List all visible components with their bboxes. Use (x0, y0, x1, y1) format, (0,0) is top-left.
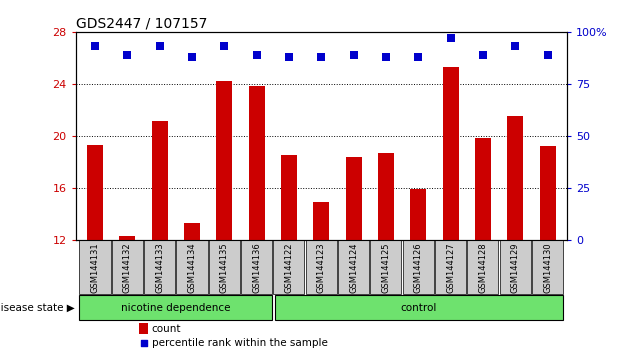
FancyBboxPatch shape (275, 295, 563, 320)
Point (139, 340, 149, 346)
Point (187, 54, 197, 59)
Text: percentile rank within the sample: percentile rank within the sample (152, 338, 328, 348)
Text: GSM144136: GSM144136 (252, 242, 261, 293)
Point (381, 54, 391, 59)
Point (251, 52, 261, 58)
Text: GSM144128: GSM144128 (478, 242, 488, 293)
FancyBboxPatch shape (338, 240, 369, 295)
FancyBboxPatch shape (241, 240, 272, 295)
Bar (539, 146, 556, 240)
Text: GSM144133: GSM144133 (155, 242, 164, 293)
FancyBboxPatch shape (403, 240, 434, 295)
FancyBboxPatch shape (79, 240, 110, 295)
Text: GSM144130: GSM144130 (543, 242, 552, 293)
FancyBboxPatch shape (273, 240, 304, 295)
Text: GSM144135: GSM144135 (220, 242, 229, 293)
Bar (87, 145, 103, 240)
Bar (184, 223, 200, 240)
Text: GSM144122: GSM144122 (285, 242, 294, 293)
Bar (410, 189, 427, 240)
Text: GSM144132: GSM144132 (123, 242, 132, 293)
Text: nicotine dependence: nicotine dependence (121, 303, 231, 313)
Point (90, 44, 100, 49)
Text: disease state ▶: disease state ▶ (0, 303, 75, 313)
Point (122, 52, 132, 58)
Point (219, 44, 229, 49)
Text: GSM144123: GSM144123 (317, 242, 326, 293)
Bar (216, 81, 232, 240)
Bar (139, 324, 148, 334)
Text: control: control (400, 303, 437, 313)
Bar (507, 116, 524, 240)
Point (542, 52, 553, 58)
Bar (313, 202, 329, 240)
Point (510, 44, 520, 49)
Point (154, 44, 164, 49)
Bar (475, 138, 491, 240)
Point (316, 54, 326, 59)
FancyBboxPatch shape (144, 240, 175, 295)
FancyBboxPatch shape (370, 240, 401, 295)
Bar (442, 67, 459, 240)
FancyBboxPatch shape (112, 240, 143, 295)
Bar (152, 121, 168, 240)
Text: GSM144131: GSM144131 (91, 242, 100, 293)
Text: GSM144125: GSM144125 (381, 242, 391, 293)
FancyBboxPatch shape (500, 240, 531, 295)
Text: GSM144129: GSM144129 (511, 242, 520, 293)
Text: GDS2447 / 107157: GDS2447 / 107157 (76, 17, 207, 31)
FancyBboxPatch shape (176, 240, 207, 295)
Text: GSM144127: GSM144127 (446, 242, 455, 293)
Point (478, 52, 488, 58)
FancyBboxPatch shape (532, 240, 563, 295)
Point (445, 35, 455, 41)
Bar (119, 236, 135, 240)
Text: GSM144134: GSM144134 (188, 242, 197, 293)
FancyBboxPatch shape (435, 240, 466, 295)
Point (348, 52, 358, 58)
Bar (345, 156, 362, 240)
Point (284, 54, 294, 59)
FancyBboxPatch shape (467, 240, 498, 295)
Text: count: count (152, 324, 181, 334)
Text: GSM144126: GSM144126 (414, 242, 423, 293)
Text: GSM144124: GSM144124 (349, 242, 358, 293)
FancyBboxPatch shape (306, 240, 337, 295)
Bar (281, 155, 297, 240)
Bar (378, 153, 394, 240)
Point (413, 54, 423, 59)
Bar (249, 86, 265, 240)
FancyBboxPatch shape (79, 295, 272, 320)
FancyBboxPatch shape (209, 240, 240, 295)
